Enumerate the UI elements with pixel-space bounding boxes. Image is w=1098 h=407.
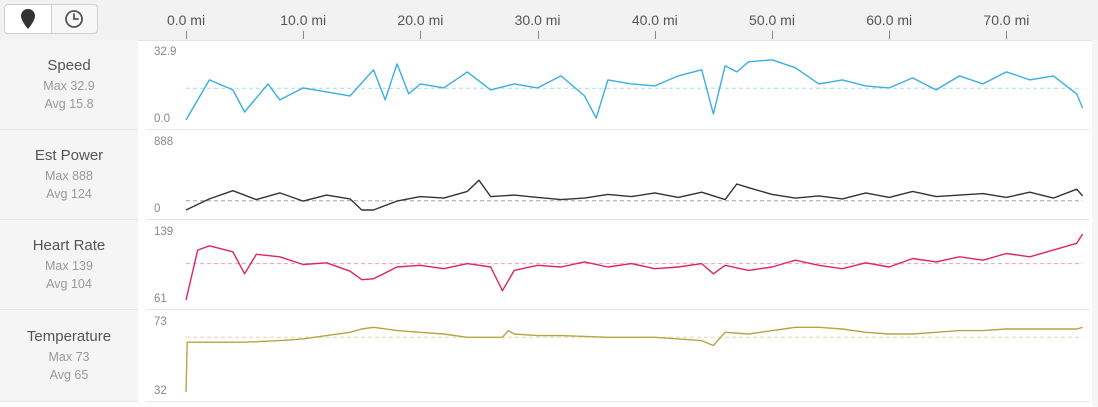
heart-rate-max: Max 139 [45,258,93,273]
distance-tick-label: 10.0 mi [280,12,327,28]
distance-tick-mark [303,31,305,39]
power-axis-max: 888 [154,136,174,148]
distance-tick-label: 60.0 mi [866,12,913,28]
power-title: Est Power [34,146,104,164]
speed-row: Speed Max 32.9 Avg 15.8 32.9 0.0 [0,40,1098,130]
temperature-title: Temperature [26,327,112,345]
heart-rate-axis-max: 139 [154,226,174,238]
speed-axis-min: 0.0 [154,113,170,125]
heart-rate-title: Heart Rate [32,236,106,254]
series-line [185,59,1084,121]
map-pin-icon [20,9,35,29]
series-line [185,233,1084,301]
heart-rate-chart [185,233,1084,301]
distance-tick-mark [1006,31,1008,39]
speed-plot[interactable]: 32.9 0.0 [146,40,1090,130]
distance-tick-mark [537,31,539,39]
speed-title: Speed [47,56,91,74]
right-scroll-edge [1092,40,1098,407]
temperature-row: Temperature Max 73 Avg 65 73 32 [0,310,1098,402]
clock-icon [65,10,84,28]
heart-rate-row: Heart Rate Max 139 Avg 104 139 61 [0,220,1098,310]
distance-tick-mark [889,31,891,39]
power-plot[interactable]: 888 0 [146,130,1090,220]
temperature-chart [185,326,1083,393]
speed-avg: Avg 15.8 [44,96,94,111]
power-avg: Avg 124 [46,186,92,201]
temperature-avg: Avg 65 [49,367,89,382]
distance-axis-header: 0.0 mi 10.0 mi 20.0 mi 30.0 mi 40.0 mi 50.0 m… [0,0,1098,41]
distance-tick-label: 70.0 mi [983,12,1030,28]
temperature-label-cell: Temperature Max 73 Avg 65 [0,310,138,402]
heart-rate-axis-min: 61 [154,293,167,305]
power-axis-min: 0 [154,203,161,215]
time-view-button[interactable] [50,5,98,33]
speed-max: Max 32.9 [43,78,95,93]
series-line [185,179,1084,211]
distance-tick-mark [772,31,773,39]
temperature-axis-max: 73 [154,316,167,328]
temperature-axis-min: 32 [154,385,167,397]
distance-tick-label: 30.0 mi [514,12,561,28]
speed-chart [185,59,1084,121]
heart-rate-label-cell: Heart Rate Max 139 Avg 104 [0,220,138,310]
distance-tick-mark [654,31,656,39]
distance-tick-label: 0.0 mi [166,12,206,28]
power-max: Max 888 [45,168,93,183]
series-line [185,326,1083,393]
speed-axis-max: 32.9 [154,46,177,58]
map-view-button[interactable] [5,5,51,33]
distance-tick-label: 40.0 mi [631,12,678,28]
distance-tick-mark [186,31,187,39]
temperature-plot[interactable]: 73 32 [146,310,1090,402]
speed-label-cell: Speed Max 32.9 Avg 15.8 [0,40,138,130]
distance-tick-label: 50.0 mi [749,12,795,28]
power-label-cell: Est Power Max 888 Avg 124 [0,130,138,220]
distance-tick-label: 20.0 mi [397,12,444,28]
heart-rate-plot[interactable]: 139 61 [146,220,1090,310]
distance-ticks: 0.0 mi 10.0 mi 20.0 mi 30.0 mi 40.0 mi 50.0 m… [0,0,1098,40]
distance-tick-mark [420,31,422,39]
heart-rate-avg: Avg 104 [46,276,92,291]
temperature-max: Max 73 [48,349,90,364]
view-toggle [4,4,98,34]
power-chart [185,179,1084,211]
power-row: Est Power Max 888 Avg 124 888 0 [0,130,1098,220]
